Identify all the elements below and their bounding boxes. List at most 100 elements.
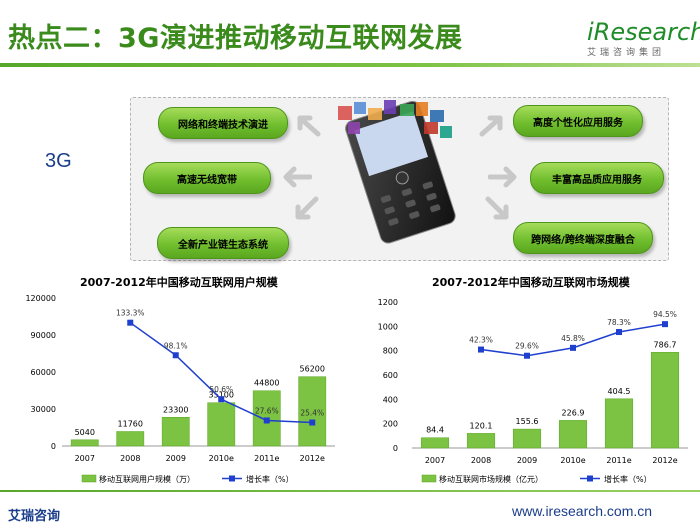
growth-point [662, 321, 668, 328]
growth-label: 27.6% [255, 406, 279, 415]
x-tick-label: 2011e [254, 454, 279, 463]
footer-divider [0, 490, 700, 492]
right-item-3: 跨网络/跨终端深度融合 [513, 222, 653, 254]
logo-subtitle: 艾瑞咨询集团 [587, 48, 666, 58]
bar-value-label: 786.7 [654, 340, 677, 349]
iresearch-logo: iResearch 艾瑞咨询集团 [585, 18, 700, 60]
x-tick-label: 2007 [425, 456, 445, 465]
bar [466, 433, 496, 449]
bar-value-label: 404.5 [608, 387, 631, 396]
y-tick-label: 400 [383, 395, 398, 404]
arrow-left-icon [283, 166, 312, 188]
growth-label: 94.5% [653, 310, 677, 319]
growth-label: 45.8% [561, 334, 585, 343]
x-tick-label: 2009 [166, 454, 186, 463]
bar [298, 376, 327, 447]
bar-value-label: 44800 [254, 379, 279, 388]
bar-value-label: 35100 [209, 391, 234, 400]
growth-point [570, 344, 576, 351]
footer-url: www.iresearch.com.cn [512, 503, 653, 519]
x-tick-label: 2008 [471, 456, 491, 465]
y-tick-label: 0 [393, 444, 398, 453]
label-3g: 3G [45, 150, 72, 172]
bar [604, 398, 634, 449]
growth-point [263, 417, 270, 424]
x-tick-label: 2012e [300, 454, 325, 463]
chart-title-users: 2007-2012年中国移动互联网用户规模 [80, 276, 278, 289]
y-tick-label: 1000 [378, 322, 398, 331]
bar [161, 417, 190, 447]
y-tick-label: 90000 [31, 331, 56, 340]
footer-brand: 艾瑞咨询 [8, 509, 61, 524]
growth-point [309, 419, 316, 426]
growth-point [172, 352, 179, 359]
market-chart: 0 200 400 600 800 1000 1200 84.4 2007 120.1 2008 15… [378, 298, 688, 484]
bar-value-label: 120.1 [470, 421, 493, 430]
bar [116, 431, 145, 447]
bar-value-label: 155.6 [516, 417, 539, 426]
arrow-right-down-icon [485, 196, 509, 220]
plot-area [412, 302, 688, 448]
y-tick-label: 120000 [25, 294, 56, 303]
legend-marker-line [229, 475, 235, 482]
bar-value-label: 23300 [163, 405, 188, 414]
left-item-3: 全新产业链生态系统 [157, 227, 289, 259]
bar-value-label: 84.4 [426, 426, 444, 435]
bar-value-label: 11760 [118, 419, 143, 428]
bar [512, 428, 542, 449]
y-tick-label: 800 [383, 347, 398, 356]
arrow-left-down-icon [295, 196, 319, 220]
growth-label: 25.4% [300, 409, 324, 418]
growth-point [524, 352, 530, 359]
x-tick-label: 2010e [560, 456, 585, 465]
arrow-right-up-icon [479, 115, 503, 137]
bar [650, 352, 680, 449]
arrow-left-up-icon [297, 115, 321, 137]
page-title: 热点二：3G演进推动移动互联网发展 [8, 23, 463, 54]
legend-marker-line [587, 475, 593, 482]
growth-label: 133.3% [116, 309, 145, 318]
growth-point [218, 396, 225, 403]
x-tick-label: 2011e [606, 456, 631, 465]
users-chart: 0 30000 60000 90000 120000 5040 2007 11760 2008 2… [25, 294, 335, 484]
mobile-phone-image [338, 100, 456, 244]
growth-label: 42.3% [469, 336, 493, 345]
growth-point [127, 319, 134, 326]
arrow-right-icon [488, 166, 517, 188]
bar-value-label: 226.9 [562, 408, 585, 417]
growth-label: 98.1% [164, 341, 188, 350]
growth-label: 50.6% [209, 385, 233, 394]
left-item-1: 网络和终端技术演进 [158, 107, 288, 139]
growth-label: 29.6% [515, 342, 539, 351]
header: 热点二：3G演进推动移动互联网发展 iResearch 艾瑞咨询集团 [0, 0, 700, 70]
growth-label: 78.3% [607, 318, 631, 327]
bar [420, 437, 450, 449]
y-tick-label: 1200 [378, 298, 398, 307]
x-tick-label: 2009 [517, 456, 537, 465]
y-tick-label: 30000 [31, 405, 56, 414]
growth-point [478, 346, 484, 353]
x-tick-label: 2008 [120, 454, 140, 463]
legend-label-line: 增长率（%） [604, 474, 652, 484]
growth-point [616, 329, 622, 336]
legend-swatch-bar [81, 474, 97, 483]
legend-label-line: 增长率（%） [246, 474, 294, 484]
bar [70, 439, 99, 447]
y-tick-label: 60000 [31, 368, 56, 377]
chart-title-market: 2007-2012年中国移动互联网市场规模 [432, 276, 630, 289]
y-tick-label: 200 [383, 420, 398, 429]
header-divider [0, 63, 700, 67]
x-tick-label: 2010e [209, 454, 234, 463]
logo-word: iResearch [587, 18, 700, 46]
legend-label-bar: 移动互联网用户规模（万） [99, 474, 195, 484]
right-item-1: 高度个性化应用服务 [513, 105, 643, 137]
legend-swatch-bar [421, 474, 437, 483]
y-tick-label: 600 [383, 371, 398, 380]
bar [207, 402, 236, 447]
x-tick-label: 2007 [75, 454, 95, 463]
y-tick-label: 0 [51, 442, 56, 451]
right-item-2: 丰富高品质应用服务 [530, 162, 664, 194]
left-item-2: 高速无线宽带 [143, 162, 271, 194]
legend-label-bar: 移动互联网市场规模（亿元） [439, 474, 543, 484]
bar [558, 420, 588, 449]
